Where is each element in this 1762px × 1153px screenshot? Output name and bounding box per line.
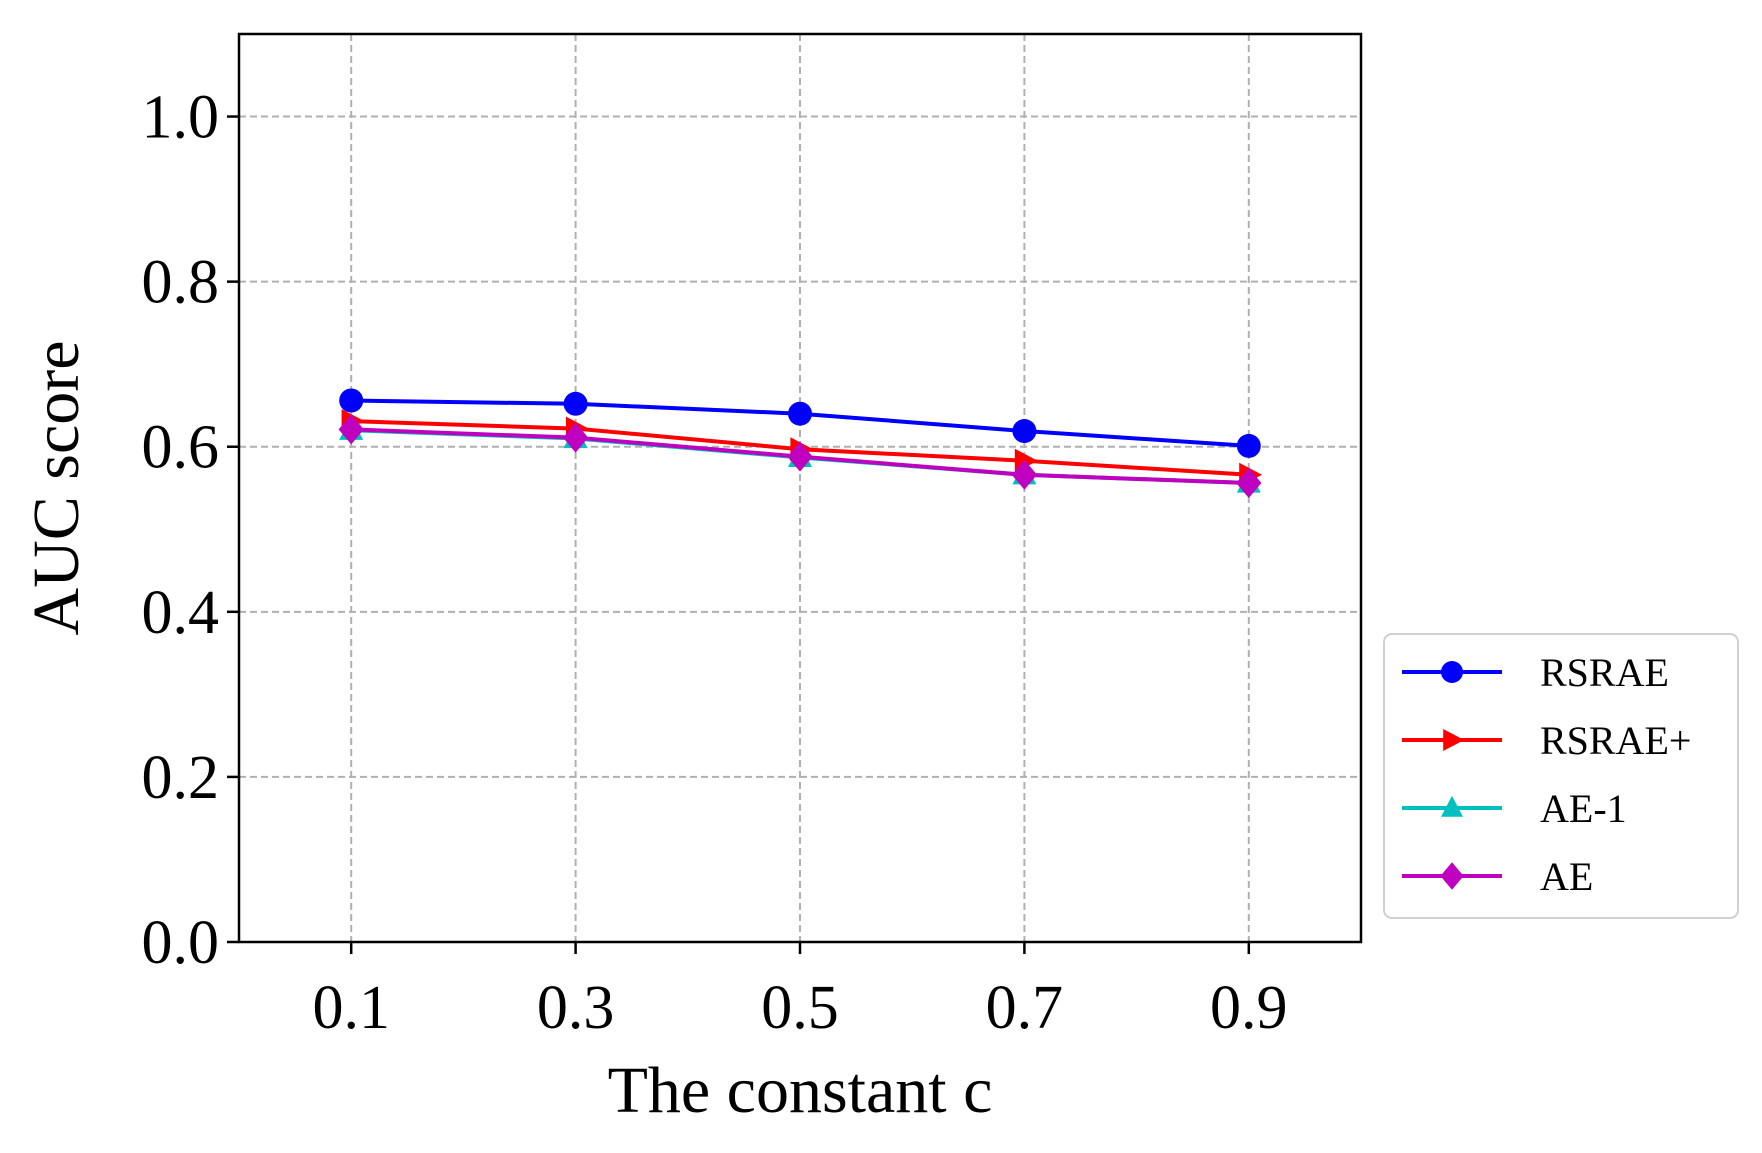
y-axis-label: AUC score [20, 340, 93, 635]
x-axis-label: The constant c [608, 1054, 993, 1127]
legend-label-rsrae: RSRAE [1540, 650, 1669, 695]
x-tick-label: 0.5 [761, 974, 839, 1042]
data-point-rsrae [339, 388, 364, 413]
x-tick-label: 0.9 [1210, 974, 1288, 1042]
x-axis-ticks: 0.1 0.3 0.5 0.7 0.9 [312, 942, 1288, 1042]
legend: RSRAE RSRAE+ AE-1 AE [1383, 633, 1739, 919]
y-tick-label: 0.0 [142, 909, 220, 977]
y-tick-label: 0.8 [142, 249, 220, 317]
data-point-rsrae [1236, 433, 1261, 458]
grid [239, 34, 1361, 942]
data-point-rsrae [1012, 419, 1037, 444]
legend-marker-rsrae-plus [1443, 729, 1465, 751]
legend-marker-ae-1 [1441, 795, 1463, 817]
legend-label-rsrae-plus: RSRAE+ [1540, 718, 1691, 763]
data-point-rsrae [788, 401, 812, 426]
plot-series [338, 388, 1262, 499]
x-tick-label: 0.7 [986, 974, 1064, 1042]
data-point-ae [563, 422, 589, 453]
data-point-ae [1236, 468, 1262, 499]
y-tick-label: 1.0 [142, 84, 220, 152]
legend-marker-rsrae [1441, 661, 1463, 683]
data-point-ae [338, 414, 364, 445]
legend-box [1383, 633, 1739, 919]
data-point-ae [787, 441, 813, 472]
y-axis-ticks: 0.0 0.2 0.4 0.6 0.8 1.0 [142, 84, 239, 977]
y-tick-label: 0.2 [142, 744, 220, 812]
legend-label-ae: AE [1540, 854, 1593, 899]
legend-marker-ae [1440, 862, 1464, 890]
y-tick-label: 0.6 [142, 414, 220, 482]
data-point-ae [1011, 459, 1037, 490]
legend-label-ae-1: AE-1 [1540, 786, 1627, 831]
y-tick-label: 0.4 [142, 579, 220, 647]
x-tick-label: 0.3 [537, 974, 615, 1042]
x-tick-label: 0.1 [312, 974, 390, 1042]
data-point-rsrae [563, 391, 588, 416]
